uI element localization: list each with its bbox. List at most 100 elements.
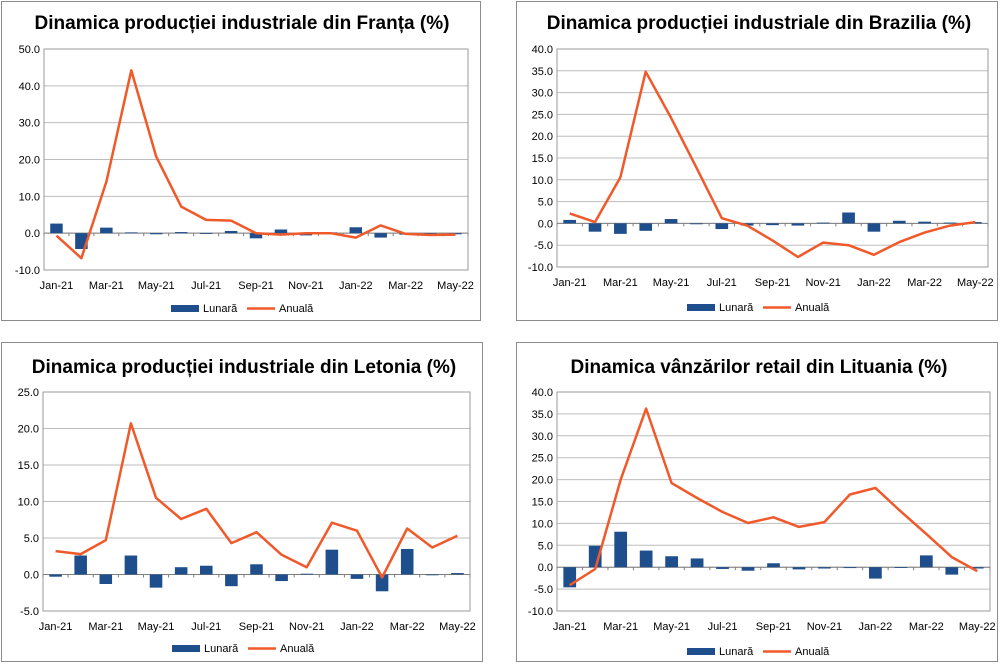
bar-lunara: [451, 573, 464, 575]
bar-lunara: [426, 574, 439, 576]
x-tick-label: May-21: [138, 621, 175, 633]
legend-label-anuala: Anuală: [279, 303, 314, 315]
bar-lunara: [99, 574, 113, 584]
bar-lunara: [791, 223, 805, 226]
bar-lunara: [424, 233, 437, 234]
bar-lunara: [100, 227, 113, 234]
y-tick-label: 35.0: [532, 66, 553, 78]
bar-lunara: [50, 223, 63, 234]
x-tick-label: Jul-21: [191, 621, 221, 633]
x-tick-label: May-21: [653, 277, 690, 289]
bar-lunara: [741, 567, 755, 571]
x-tick-label: Jan-21: [553, 277, 587, 289]
bar-lunara: [374, 233, 387, 238]
y-tick-label: 20.0: [18, 424, 39, 436]
y-tick-label: 5.0: [538, 197, 553, 209]
x-tick-label: Mar-22: [388, 280, 423, 292]
legend-swatch-lunara: [687, 648, 715, 655]
bar-lunara: [894, 567, 908, 568]
bar-lunara: [124, 555, 138, 575]
x-tick-label: May-21: [138, 280, 175, 292]
bar-lunara: [818, 567, 831, 569]
legend-label-lunara: Lunară: [719, 646, 754, 658]
bar-lunara: [716, 567, 729, 569]
bar-lunara: [970, 567, 984, 569]
y-tick-label: 30.0: [532, 88, 553, 100]
y-tick-label: 5.0: [24, 533, 39, 545]
y-tick-label: 20.0: [19, 155, 40, 167]
chart-title: Dinamica producției industriale din Leto…: [32, 357, 456, 378]
x-tick-label: Mar-21: [89, 280, 124, 292]
y-tick-label: 25.0: [18, 387, 39, 399]
legend: Lunară Anuală: [171, 303, 314, 315]
bar-lunara: [690, 223, 703, 225]
x-tick-label: Mar-21: [603, 621, 638, 633]
chart-title: Dinamica vânzărilor retail din Lituania …: [571, 357, 948, 378]
bar-lunara: [325, 549, 339, 575]
x-tick-label: Sep-21: [756, 621, 791, 633]
plot-area: [43, 48, 469, 271]
x-tick-label: May-22: [439, 621, 476, 633]
y-tick-label: 30.0: [19, 118, 40, 130]
y-tick-label: 0.0: [24, 570, 39, 582]
x-tick-label: Mar-22: [390, 621, 425, 633]
legend: Lunară Anuală: [172, 643, 315, 655]
legend-label-lunara: Lunară: [719, 302, 754, 314]
line-anuala: [569, 407, 978, 587]
bar-lunara: [842, 212, 855, 224]
chart-panel-franta: Dinamica producției industriale din Fran…: [1, 1, 481, 321]
y-tick-label: 35.0: [532, 409, 553, 421]
y-tick-label: -5.0: [534, 240, 553, 252]
x-tick-label: Jul-21: [708, 621, 738, 633]
chart-title: Dinamica producției industriale din Braz…: [547, 13, 971, 34]
y-tick-label: 20.0: [532, 131, 553, 143]
legend-label-lunara: Lunară: [204, 643, 239, 655]
x-tick-label: May-22: [437, 280, 474, 292]
bar-lunara: [715, 223, 729, 230]
x-tick-label: Jan-22: [857, 277, 891, 289]
bar-lunara: [449, 233, 462, 235]
x-tick-label: Nov-21: [289, 621, 324, 633]
plot-area: [42, 391, 471, 612]
x-tick-label: Jan-22: [340, 621, 374, 633]
bar-lunara: [150, 233, 163, 235]
x-tick-label: Jan-21: [553, 621, 587, 633]
y-tick-label: 10.0: [532, 175, 553, 187]
bar-lunara: [767, 563, 780, 568]
y-tick-label: 40.0: [19, 81, 40, 93]
bar-lunara: [843, 567, 857, 569]
y-tick-label: 30.0: [532, 431, 553, 443]
bar-lunara: [74, 555, 87, 575]
bar-lunara: [125, 232, 138, 234]
x-tick-label: Mar-22: [907, 277, 942, 289]
y-tick-label: 20.0: [532, 475, 553, 487]
x-tick-label: May-22: [959, 621, 996, 633]
bar-lunara: [614, 531, 628, 568]
x-tick-label: Jan-21: [39, 621, 73, 633]
bar-lunara: [943, 222, 957, 224]
legend-label-anuala: Anuală: [795, 302, 830, 314]
x-tick-label: Jan-22: [339, 280, 373, 292]
x-tick-label: Nov-21: [805, 277, 840, 289]
legend-label-anuala: Anuală: [795, 646, 830, 658]
chart-svg: Dinamica vânzărilor retail din Lituania …: [528, 357, 996, 658]
bar-lunara: [766, 223, 779, 226]
chart-title: Dinamica producției industriale din Fran…: [35, 13, 450, 34]
bar-lunara: [563, 219, 577, 224]
bar-lunara: [249, 233, 263, 239]
bar-lunara: [400, 548, 414, 575]
chart-svg: Dinamica producției industriale din Braz…: [528, 13, 994, 314]
y-tick-label: 40.0: [532, 44, 553, 56]
bar-lunara: [224, 230, 238, 234]
bar-lunara: [690, 558, 704, 568]
bar-lunara: [867, 223, 881, 232]
legend-swatch-lunara: [687, 304, 715, 311]
bar-lunara: [918, 221, 931, 224]
bar-lunara: [639, 223, 653, 231]
x-tick-label: Sep-21: [755, 277, 790, 289]
y-tick-label: -5.0: [20, 606, 39, 618]
y-tick-label: -10.0: [15, 265, 40, 277]
line-anuala: [569, 70, 976, 259]
bar-lunara: [792, 567, 806, 570]
bar-lunara: [349, 227, 362, 234]
